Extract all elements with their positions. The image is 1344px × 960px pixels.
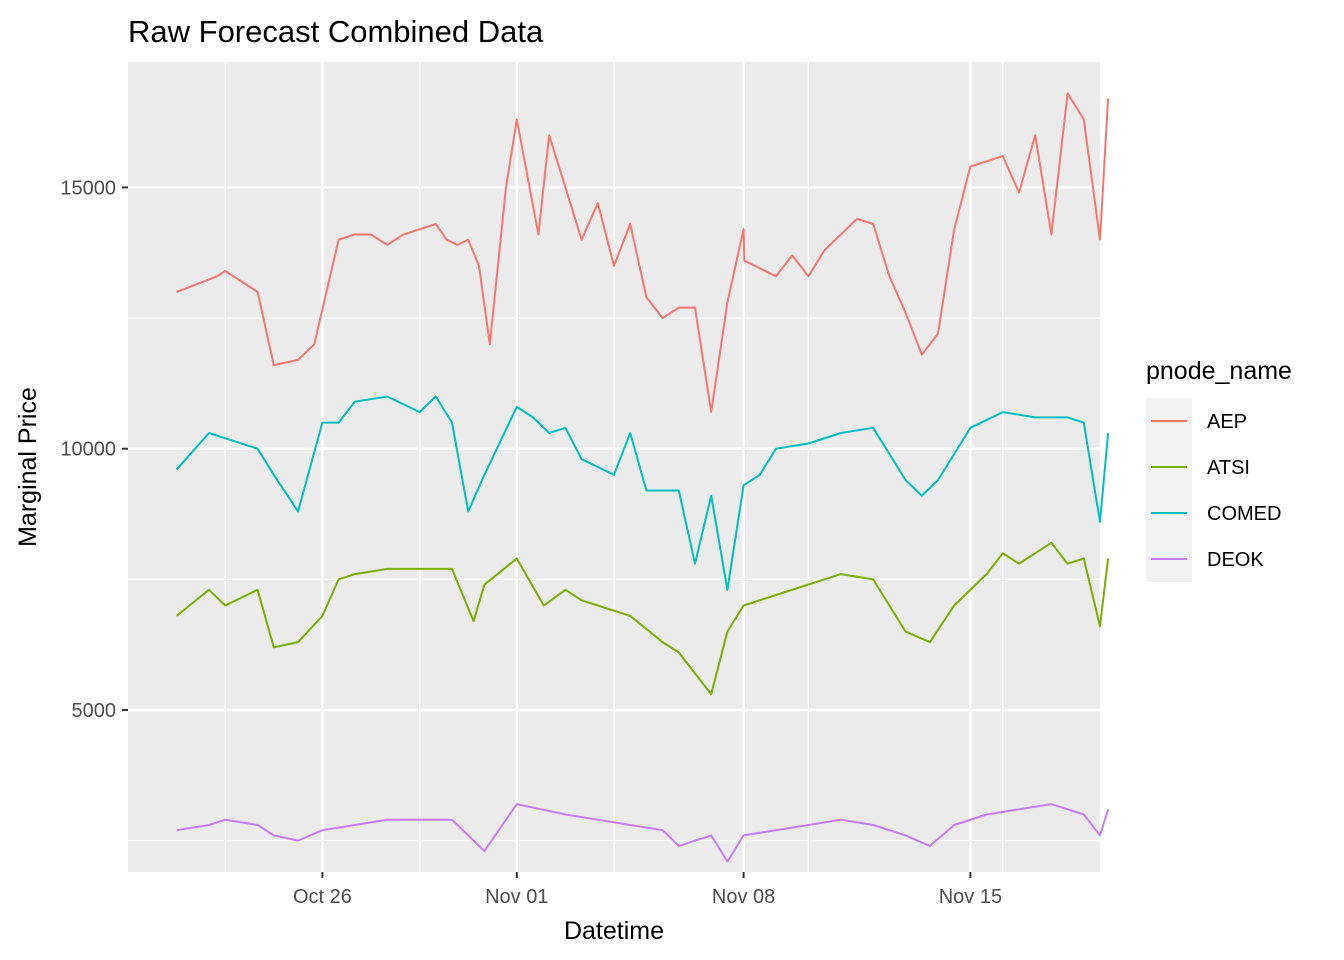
chart-title: Raw Forecast Combined Data bbox=[128, 14, 544, 49]
x-axis: Oct 26 Nov 01 Nov 08 Nov 15 bbox=[293, 872, 1002, 908]
y-tick-label: 10000 bbox=[60, 439, 116, 461]
x-tick-label: Nov 15 bbox=[939, 886, 1002, 908]
y-axis-title: Marginal Price bbox=[14, 387, 42, 547]
series-line-aep bbox=[176, 92, 1110, 414]
legend-items: AEP ATSI COMED DEOK bbox=[1146, 398, 1281, 582]
x-tick-label: Nov 01 bbox=[485, 886, 548, 908]
legend-label-aep: AEP bbox=[1207, 411, 1247, 433]
y-tick-label: 15000 bbox=[60, 177, 116, 199]
y-tick-label: 5000 bbox=[72, 700, 117, 722]
minor-gridlines bbox=[128, 62, 1100, 872]
x-tick-label: Nov 08 bbox=[712, 886, 775, 908]
series-layer bbox=[175, 92, 1110, 863]
series-line-deok bbox=[176, 803, 1110, 863]
series-line-comed bbox=[175, 395, 1110, 591]
x-axis-title: Datetime bbox=[564, 917, 664, 945]
legend: pnode_name AEP ATSI COMED DEOK bbox=[1146, 357, 1292, 582]
series-line-atsi bbox=[175, 541, 1110, 696]
x-tick-label: Oct 26 bbox=[293, 886, 352, 908]
legend-label-deok: DEOK bbox=[1207, 549, 1264, 571]
legend-label-atsi: ATSI bbox=[1207, 457, 1250, 479]
legend-label-comed: COMED bbox=[1207, 503, 1281, 525]
legend-title: pnode_name bbox=[1146, 357, 1292, 385]
y-axis: 5000 10000 15000 bbox=[60, 177, 128, 722]
major-gridlines bbox=[128, 62, 1100, 872]
